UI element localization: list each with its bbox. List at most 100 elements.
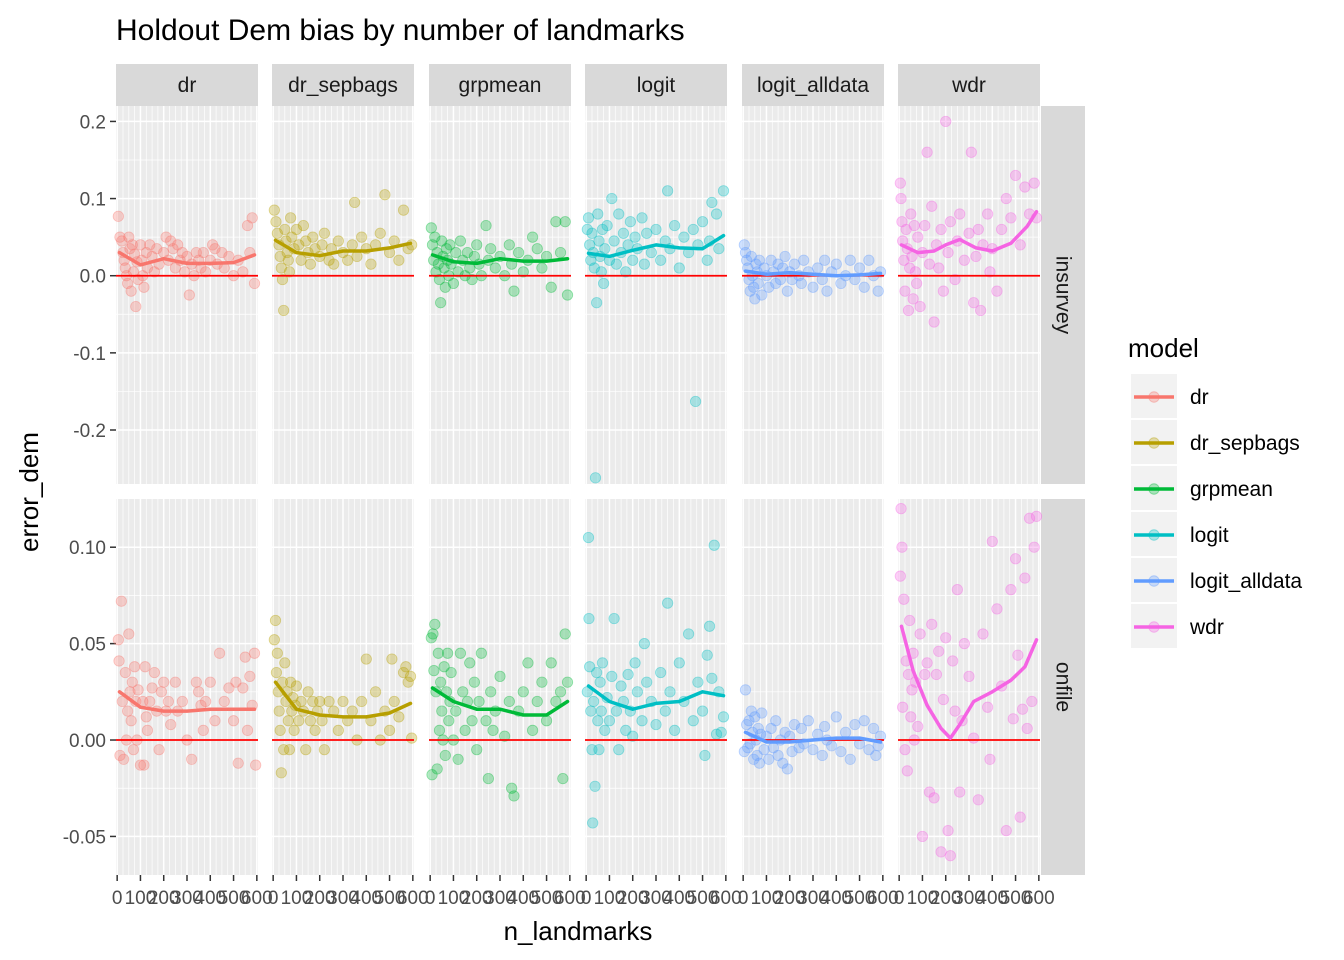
panel-onfile-dr_sepbags bbox=[268, 499, 418, 875]
panel-onfile-wdr bbox=[894, 499, 1043, 875]
x-tick-label: 600 bbox=[241, 888, 273, 909]
data-point bbox=[870, 749, 882, 762]
data-point bbox=[1019, 181, 1031, 193]
data-point bbox=[1026, 695, 1038, 708]
data-point bbox=[821, 285, 833, 297]
data-point bbox=[1016, 703, 1029, 715]
data-point bbox=[706, 196, 718, 209]
data-point bbox=[126, 239, 138, 251]
data-point bbox=[770, 715, 782, 727]
facet-strip-logit bbox=[585, 64, 727, 106]
data-point bbox=[777, 757, 789, 769]
x-tick-label: 600 bbox=[867, 888, 899, 909]
data-point bbox=[900, 223, 912, 236]
data-point bbox=[442, 647, 454, 659]
data-point bbox=[197, 246, 209, 259]
data-point bbox=[991, 285, 1003, 297]
data-point bbox=[835, 277, 847, 290]
data-point bbox=[439, 749, 451, 762]
panel-insurvey-dr bbox=[112, 106, 261, 484]
smooth-line bbox=[117, 690, 257, 713]
data-point bbox=[430, 266, 442, 278]
x-axis-label: n_landmarks bbox=[504, 916, 653, 946]
x-tick-label: 100 bbox=[594, 888, 626, 909]
data-point bbox=[433, 273, 446, 286]
data-point bbox=[466, 273, 478, 286]
data-point bbox=[471, 239, 483, 251]
data-point bbox=[402, 676, 414, 688]
data-point bbox=[466, 715, 478, 727]
data-point bbox=[148, 266, 161, 278]
data-point bbox=[958, 638, 970, 650]
data-point bbox=[756, 289, 768, 301]
data-point bbox=[480, 219, 492, 232]
facet-strip-label: grpmean bbox=[459, 74, 542, 97]
data-point bbox=[928, 316, 940, 328]
data-point bbox=[912, 720, 924, 733]
data-point bbox=[517, 686, 529, 698]
data-point bbox=[513, 246, 525, 259]
data-point bbox=[459, 724, 471, 736]
data-point bbox=[717, 185, 730, 197]
data-point bbox=[763, 281, 775, 293]
data-point bbox=[475, 647, 487, 659]
data-point bbox=[282, 715, 294, 727]
data-point bbox=[1007, 713, 1019, 725]
data-point bbox=[433, 724, 446, 736]
facet-strip-onfile bbox=[1041, 499, 1085, 875]
data-point bbox=[186, 753, 198, 765]
facet-strip-label: insurvey bbox=[1052, 256, 1075, 335]
data-point bbox=[708, 539, 720, 551]
panel-insurvey-dr_sepbags bbox=[268, 106, 418, 484]
data-point bbox=[741, 254, 753, 266]
data-point bbox=[531, 243, 543, 255]
data-point bbox=[641, 676, 653, 688]
facet-strip-dr_sepbags bbox=[272, 64, 414, 106]
data-point bbox=[134, 239, 147, 251]
data-point bbox=[739, 684, 752, 696]
data-point bbox=[115, 595, 127, 607]
x-tick-label: 200 bbox=[930, 888, 962, 909]
legend-item-dr: dr bbox=[1131, 374, 1209, 418]
data-point bbox=[972, 794, 984, 806]
data-point bbox=[588, 262, 600, 274]
data-point bbox=[795, 277, 807, 290]
x-tick-label: 400 bbox=[350, 888, 382, 909]
data-point bbox=[858, 715, 870, 727]
data-point bbox=[908, 219, 920, 232]
data-point bbox=[118, 753, 130, 765]
data-point bbox=[954, 786, 966, 798]
smooth-line bbox=[586, 684, 726, 711]
data-point bbox=[655, 666, 667, 679]
data-point bbox=[669, 219, 681, 232]
data-point bbox=[304, 258, 317, 270]
data-point bbox=[293, 239, 305, 251]
data-point bbox=[1012, 649, 1024, 661]
data-point bbox=[638, 638, 650, 650]
data-point bbox=[772, 258, 784, 270]
data-point bbox=[1009, 553, 1022, 565]
y-tick-label: 0.05 bbox=[69, 635, 106, 656]
data-point bbox=[471, 744, 483, 756]
data-point bbox=[356, 231, 368, 243]
data-point bbox=[779, 250, 791, 263]
data-point bbox=[379, 189, 391, 201]
data-point bbox=[897, 701, 909, 713]
data-point bbox=[788, 258, 800, 270]
data-point bbox=[986, 535, 998, 548]
data-point bbox=[687, 223, 699, 236]
data-point bbox=[1000, 192, 1012, 205]
data-point bbox=[440, 243, 453, 255]
data-point bbox=[489, 262, 501, 274]
data-point bbox=[592, 715, 604, 727]
data-point bbox=[1014, 811, 1026, 823]
data-point bbox=[144, 239, 156, 251]
data-point bbox=[487, 724, 499, 736]
data-point bbox=[923, 786, 936, 798]
data-point bbox=[763, 753, 775, 765]
data-point bbox=[126, 676, 138, 688]
data-point bbox=[911, 277, 923, 290]
data-point bbox=[172, 239, 184, 251]
data-point bbox=[307, 231, 319, 243]
data-point bbox=[933, 262, 945, 274]
